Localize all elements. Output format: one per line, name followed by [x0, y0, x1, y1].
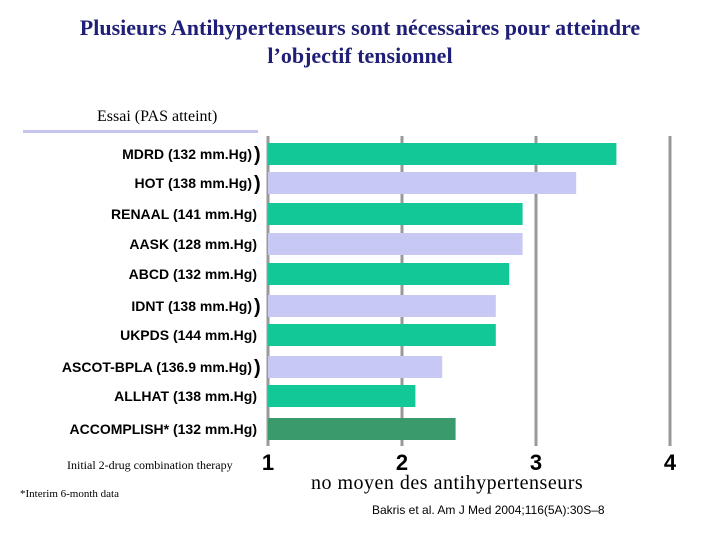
footnote: *Interim 6-month data — [20, 488, 119, 500]
category-label-5: ABCD (132 mm.Hg) — [129, 266, 257, 282]
source-citation: Bakris et al. Am J Med 2004;116(5A):30S–… — [372, 503, 605, 517]
x-axis-label: no moyen des antihypertenseurs — [311, 472, 584, 494]
category-label-4: AASK (128 mm.Hg) — [129, 236, 257, 252]
bar-8 — [268, 356, 443, 378]
category-label-10: ACCOMPLISH* (132 mm.Hg) — [70, 421, 257, 437]
bar-3 — [268, 203, 523, 225]
title-line-1: Plusieurs Antihypertenseurs sont nécessa… — [79, 15, 641, 40]
category-label-2: HOT (138 mm.Hg) — [135, 175, 252, 191]
title-line-2: l’objectif tensionnel — [267, 43, 453, 68]
x-tick-label-1: 1 — [262, 450, 274, 475]
category-label-6: IDNT (138 mm.Hg) — [131, 298, 252, 314]
bar-9 — [268, 385, 416, 407]
grouping-paren-8: ) — [254, 357, 261, 379]
grouping-paren-1: ) — [254, 144, 261, 166]
page-title: Plusieurs Antihypertenseurs sont nécessa… — [0, 14, 720, 70]
x-tick-label-2: 2 — [396, 450, 408, 475]
category-label-7: UKPDS (144 mm.Hg) — [120, 327, 257, 343]
category-label-1: MDRD (132 mm.Hg) — [122, 146, 252, 162]
grouping-paren-6: ) — [254, 296, 261, 318]
category-label-9: ALLHAT (138 mm.Hg) — [114, 388, 257, 404]
bar-1 — [268, 143, 617, 165]
x-tick-label-3: 3 — [530, 450, 542, 475]
trial-header-label: Essai (PAS atteint) — [97, 108, 218, 125]
header-rule — [23, 130, 258, 133]
bar-4 — [268, 233, 523, 255]
x-tick-label-4: 4 — [664, 450, 677, 475]
category-label-8: ASCOT-BPLA (136.9 mm.Hg) — [62, 359, 252, 375]
axis-note: Initial 2-drug combination therapy — [67, 458, 233, 472]
category-label-3: RENAAL (141 mm.Hg) — [111, 206, 257, 222]
bar-2 — [268, 172, 577, 194]
bar-5 — [268, 263, 510, 285]
bar-6 — [268, 295, 496, 317]
grouping-paren-2: ) — [254, 173, 261, 195]
bar-7 — [268, 324, 496, 346]
bar-10 — [268, 418, 456, 440]
